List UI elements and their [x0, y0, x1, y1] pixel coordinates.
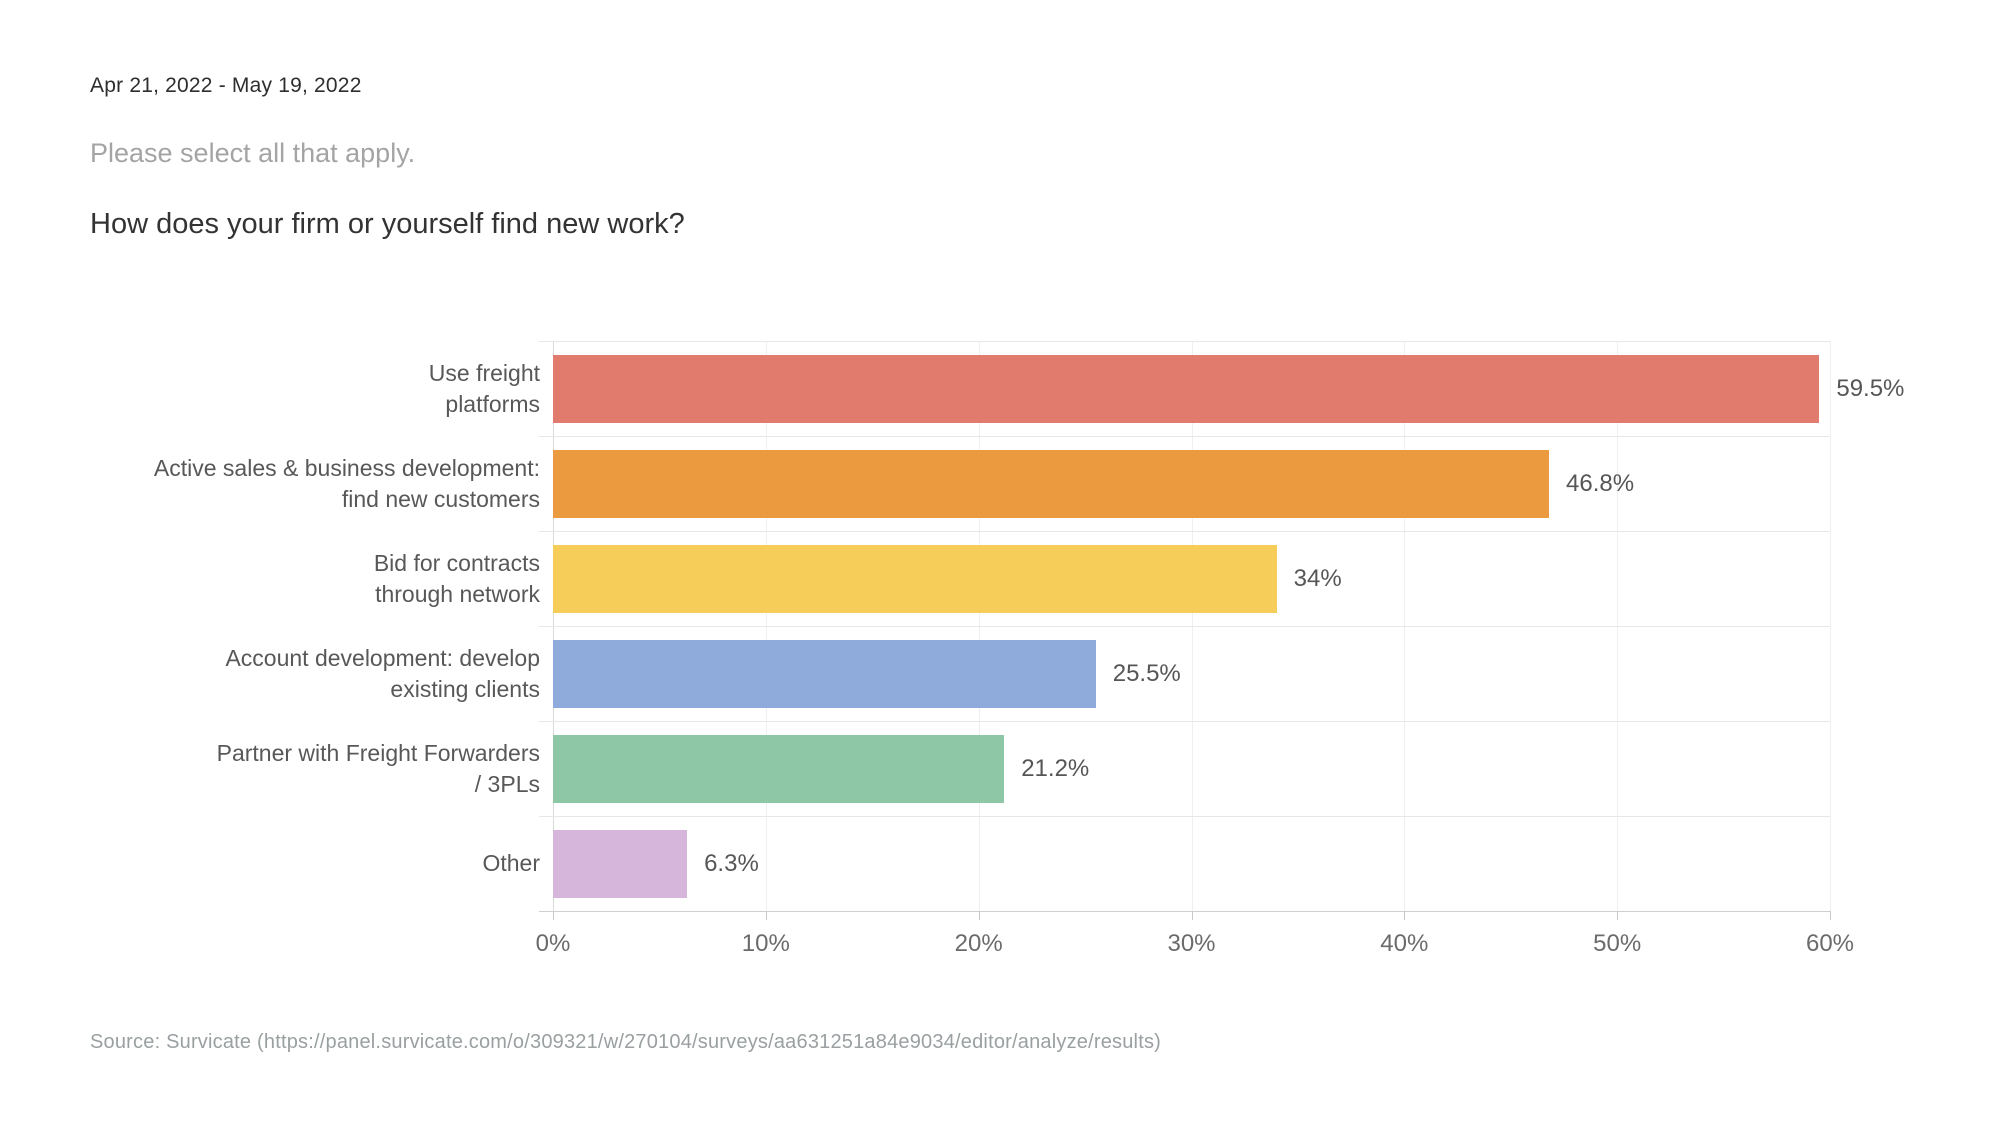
x-tick-mark: [765, 911, 767, 920]
bar: [553, 829, 688, 898]
x-tick-label: 0%: [535, 930, 571, 957]
category-label-line: through network: [375, 580, 540, 607]
category-label-line: Bid for contracts: [373, 549, 540, 576]
row-separator-line: [539, 531, 1830, 532]
x-axis-line: [539, 911, 1830, 912]
x-tick-label: 50%: [1593, 930, 1642, 957]
date-range: Apr 21, 2022 - May 19, 2022: [90, 74, 362, 97]
bar: [553, 354, 1820, 423]
gridline: [1830, 341, 1831, 911]
survey-question-title: How does your firm or yourself find new …: [90, 208, 685, 240]
x-tick-mark: [553, 911, 554, 920]
x-tick-mark: [1830, 911, 1831, 920]
x-tick-label: 30%: [1167, 930, 1216, 957]
x-tick-label: 20%: [954, 930, 1003, 957]
category-label-line: platforms: [445, 390, 540, 417]
bar: [553, 449, 1550, 518]
row-separator-line: [539, 436, 1830, 437]
row-separator-line: [539, 721, 1830, 722]
category-label: Bid for contracts through network: [90, 531, 540, 626]
survey-instruction: Please select all that apply.: [90, 138, 416, 168]
category-label: Active sales & business development: find…: [90, 436, 540, 531]
row-separator-line: [539, 816, 1830, 817]
category-label: Partner with Freight Forwarders / 3PLs: [90, 721, 540, 816]
category-label-line: Use freight: [428, 359, 540, 386]
category-label-line: Active sales & business development:: [153, 454, 540, 481]
bar-value-label: 6.3%: [704, 849, 759, 877]
bar-value-label: 59.5%: [1836, 374, 1905, 402]
row-separator-line: [539, 341, 1830, 342]
x-tick-mark: [978, 911, 980, 920]
x-tick-label: 10%: [741, 930, 790, 957]
bar-value-label: 34%: [1293, 564, 1342, 592]
x-tick-mark: [1191, 911, 1193, 920]
category-label-line: Partner with Freight Forwarders: [216, 739, 540, 766]
category-label: Other: [90, 816, 540, 911]
bar-value-label: 21.2%: [1021, 754, 1090, 782]
category-label-line: Other: [482, 850, 540, 876]
x-tick-label: 40%: [1380, 930, 1429, 957]
bar: [553, 639, 1096, 708]
bar-value-label: 46.8%: [1566, 469, 1635, 497]
bar: [553, 544, 1277, 613]
category-label-line: find new customers: [341, 485, 540, 512]
category-label-line: / 3PLs: [474, 770, 540, 797]
source-attribution: Source: Survicate (https://panel.survica…: [90, 1031, 1162, 1053]
x-tick-label: 60%: [1805, 930, 1855, 957]
row-separator-line: [539, 626, 1830, 627]
bar-chart: Use freight platforms Active sales & busin…: [90, 341, 1904, 1001]
plot-area: 0% 10% 20% 30% 40% 50% 60% 59.5% 46.8% 34% 25.5% 21…: [536, 341, 1904, 957]
category-label-line: Account development: develop: [225, 644, 540, 671]
category-label: Use freight platforms: [90, 341, 540, 436]
category-label-line: existing clients: [390, 675, 540, 702]
x-tick-mark: [1617, 911, 1619, 920]
category-labels-column: Use freight platforms Active sales & busin…: [90, 341, 540, 911]
category-label: Account development: develop existing cli…: [90, 626, 540, 721]
bar: [553, 734, 1005, 803]
bar-value-label: 25.5%: [1112, 659, 1181, 687]
x-tick-mark: [1404, 911, 1406, 920]
